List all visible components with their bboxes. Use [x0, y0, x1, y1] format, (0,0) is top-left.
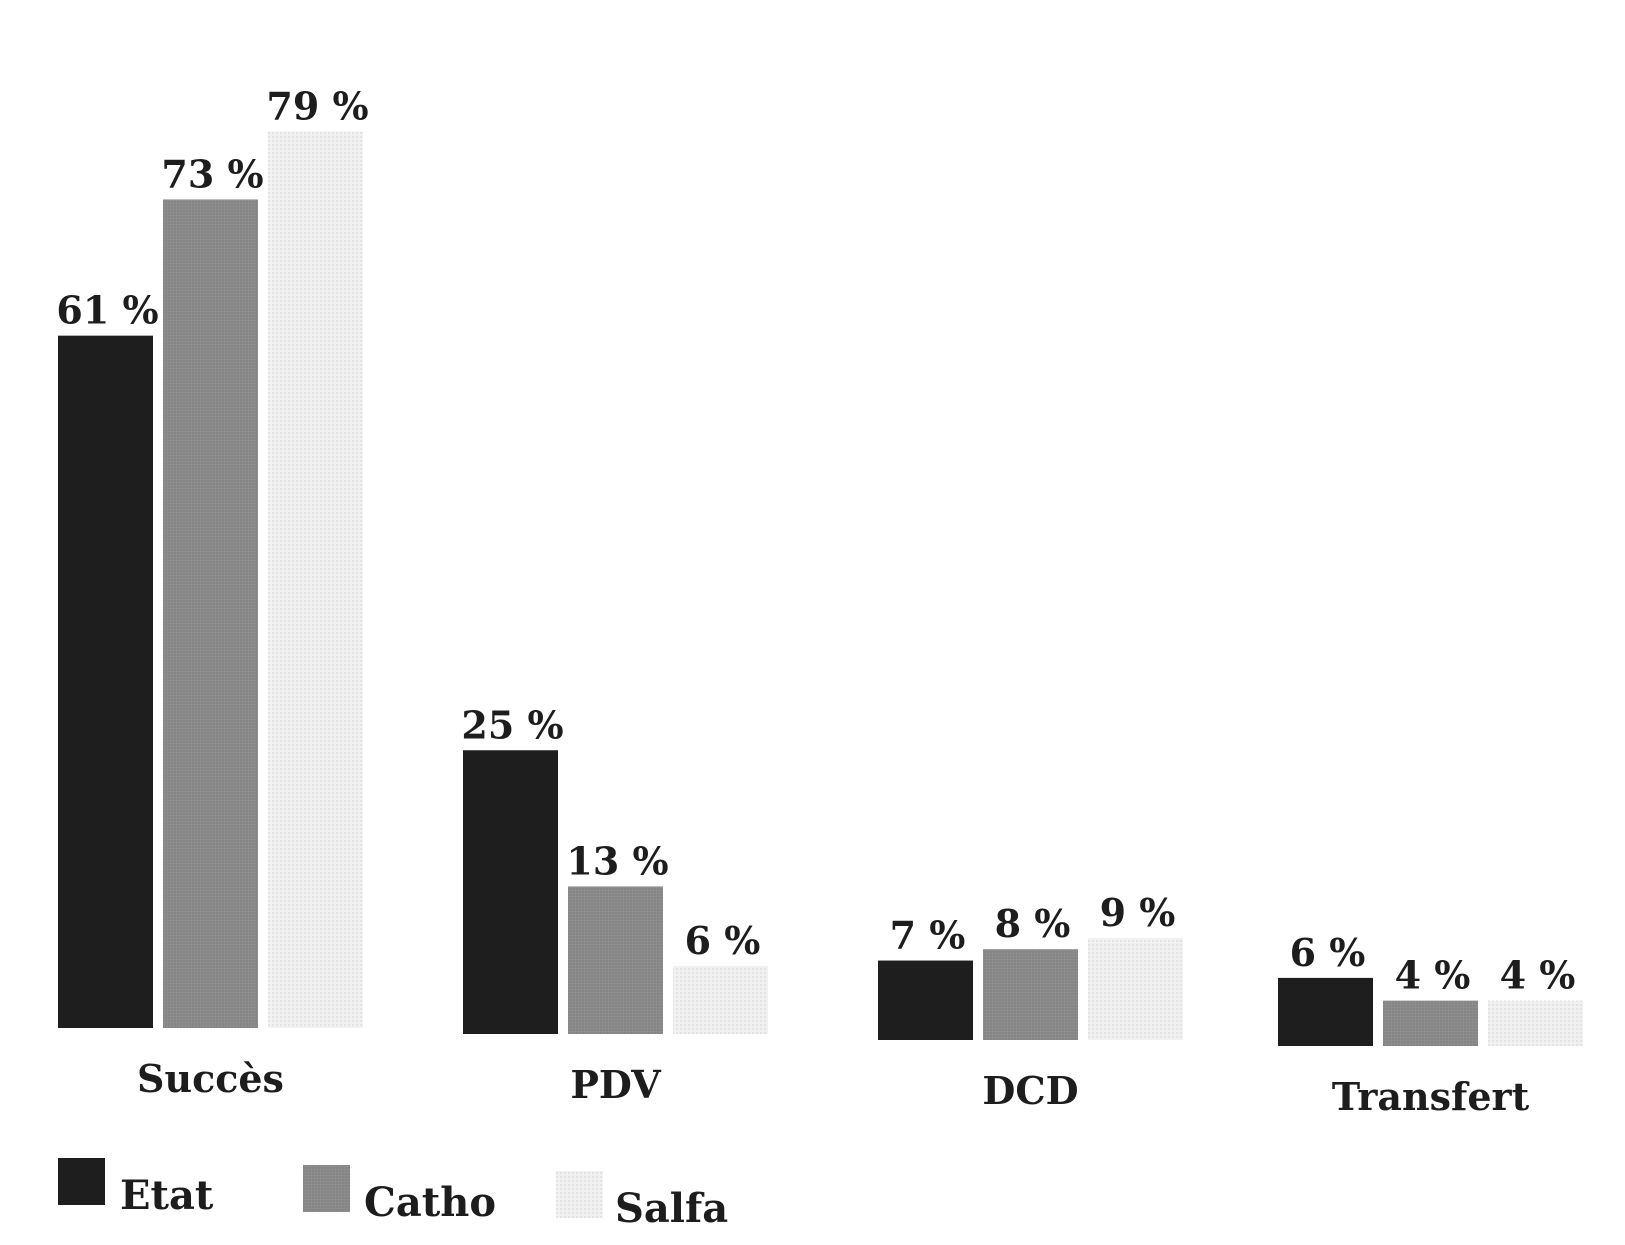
bars-layer: [58, 131, 1583, 1046]
category-labels-layer: Succès PDV DCD Transfert: [137, 1056, 1530, 1119]
legend-label-salfa: Salfa: [615, 1185, 728, 1232]
value-label-salfa-1: 6 %: [685, 918, 761, 963]
legend-swatch-salfa: [556, 1171, 603, 1218]
legend-label-catho: Catho: [364, 1179, 496, 1226]
value-labels-layer: 61 % 73 %79 % 25 % 13 % 6 % 7 % 8 % 9 % 6 % 4 % 4 …: [56, 83, 1575, 997]
value-label-catho-3: 4 %: [1395, 953, 1471, 998]
bar-etat-0: [58, 335, 153, 1028]
value-label-salfa-0: 79 %: [266, 83, 368, 128]
category-label-2: DCD: [982, 1068, 1078, 1113]
value-label-catho-0: 73 %: [161, 151, 263, 196]
bar-catho-2: [983, 949, 1078, 1040]
bar-salfa-0: [268, 131, 363, 1029]
value-label-catho-2: 8 %: [995, 901, 1071, 946]
legend-swatch-etat: [58, 1158, 105, 1205]
category-label-1: PDV: [570, 1062, 662, 1107]
category-label-0: Succès: [137, 1056, 284, 1101]
legend: Etat Catho Salfa: [58, 1158, 728, 1232]
bar-salfa-1: [673, 965, 768, 1034]
value-label-catho-1: 13 %: [566, 838, 668, 883]
value-label-salfa-3: 4 %: [1500, 953, 1576, 998]
bar-catho-0: [163, 199, 258, 1028]
category-label-3: Transfert: [1332, 1074, 1530, 1119]
value-label-etat-3: 6 %: [1290, 930, 1366, 975]
bar-etat-3: [1278, 977, 1373, 1046]
bar-catho-1: [568, 886, 663, 1034]
legend-swatch-catho: [303, 1165, 350, 1212]
value-label-etat-0: 61 %: [56, 288, 158, 333]
bar-etat-1: [463, 750, 558, 1034]
bar-catho-3: [1383, 1000, 1478, 1046]
value-label-salfa-2: 9 %: [1100, 890, 1176, 935]
legend-label-etat: Etat: [120, 1172, 214, 1219]
bar-etat-2: [878, 960, 973, 1040]
value-label-etat-1: 25 %: [461, 702, 563, 747]
bar-salfa-2: [1088, 937, 1183, 1040]
bar-salfa-3: [1488, 1000, 1583, 1046]
value-label-etat-2: 7 %: [890, 913, 966, 958]
